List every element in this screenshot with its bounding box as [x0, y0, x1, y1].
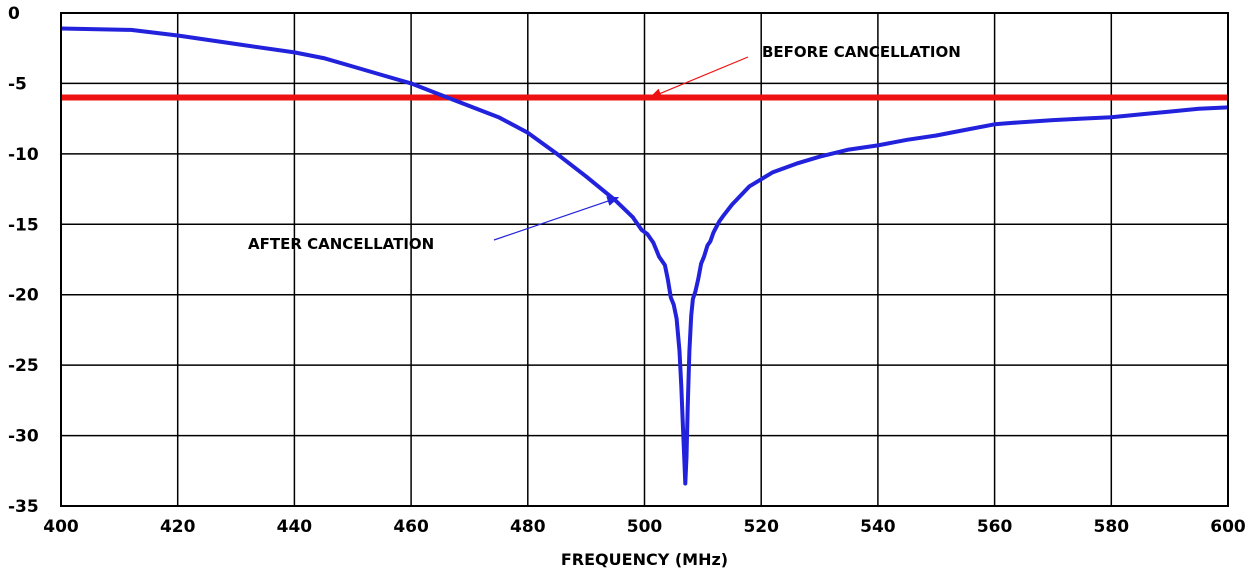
x-tick-label: 600	[1210, 517, 1246, 537]
x-tick-label: 460	[393, 517, 429, 537]
annotation-before-cancellation-label: BEFORE CANCELLATION	[762, 43, 961, 61]
x-tick-label: 520	[743, 517, 779, 537]
y-tick-label: -20	[8, 286, 39, 306]
x-axis-ticks: 400 420 440 460 480 500 520 540 560 580 600	[43, 517, 1246, 537]
x-axis-title: FREQUENCY (MHz)	[561, 550, 728, 569]
x-tick-label: 480	[510, 517, 546, 537]
x-tick-label: 500	[627, 517, 663, 537]
x-tick-label: 540	[860, 517, 896, 537]
y-axis-ticks: 0 -5 -10 -15 -20 -25 -30 -35	[8, 4, 39, 517]
x-tick-label: 400	[43, 517, 79, 537]
y-tick-label: -25	[8, 356, 39, 376]
plot-frame	[60, 12, 1229, 507]
y-tick-label: -5	[8, 74, 27, 94]
x-tick-label: 420	[160, 517, 196, 537]
y-tick-label: -30	[8, 427, 39, 447]
y-tick-label: -15	[8, 215, 39, 235]
annotation-after-cancellation-arrow	[493, 196, 620, 241]
annotations: BEFORE CANCELLATION AFTER CANCELLATION	[248, 43, 961, 253]
annotation-after-cancellation-label: AFTER CANCELLATION	[248, 235, 434, 253]
x-tick-label: 440	[277, 517, 313, 537]
y-tick-label: 0	[8, 4, 20, 24]
x-tick-label: 560	[977, 517, 1013, 537]
series-after-cancellation-line	[60, 26, 1229, 486]
grid	[61, 13, 1228, 506]
y-tick-label: -10	[8, 145, 39, 165]
x-tick-label: 580	[1094, 517, 1130, 537]
series-group	[60, 26, 1229, 486]
y-tick-label: -35	[8, 497, 39, 517]
annotation-before-cancellation-arrow	[649, 56, 749, 99]
